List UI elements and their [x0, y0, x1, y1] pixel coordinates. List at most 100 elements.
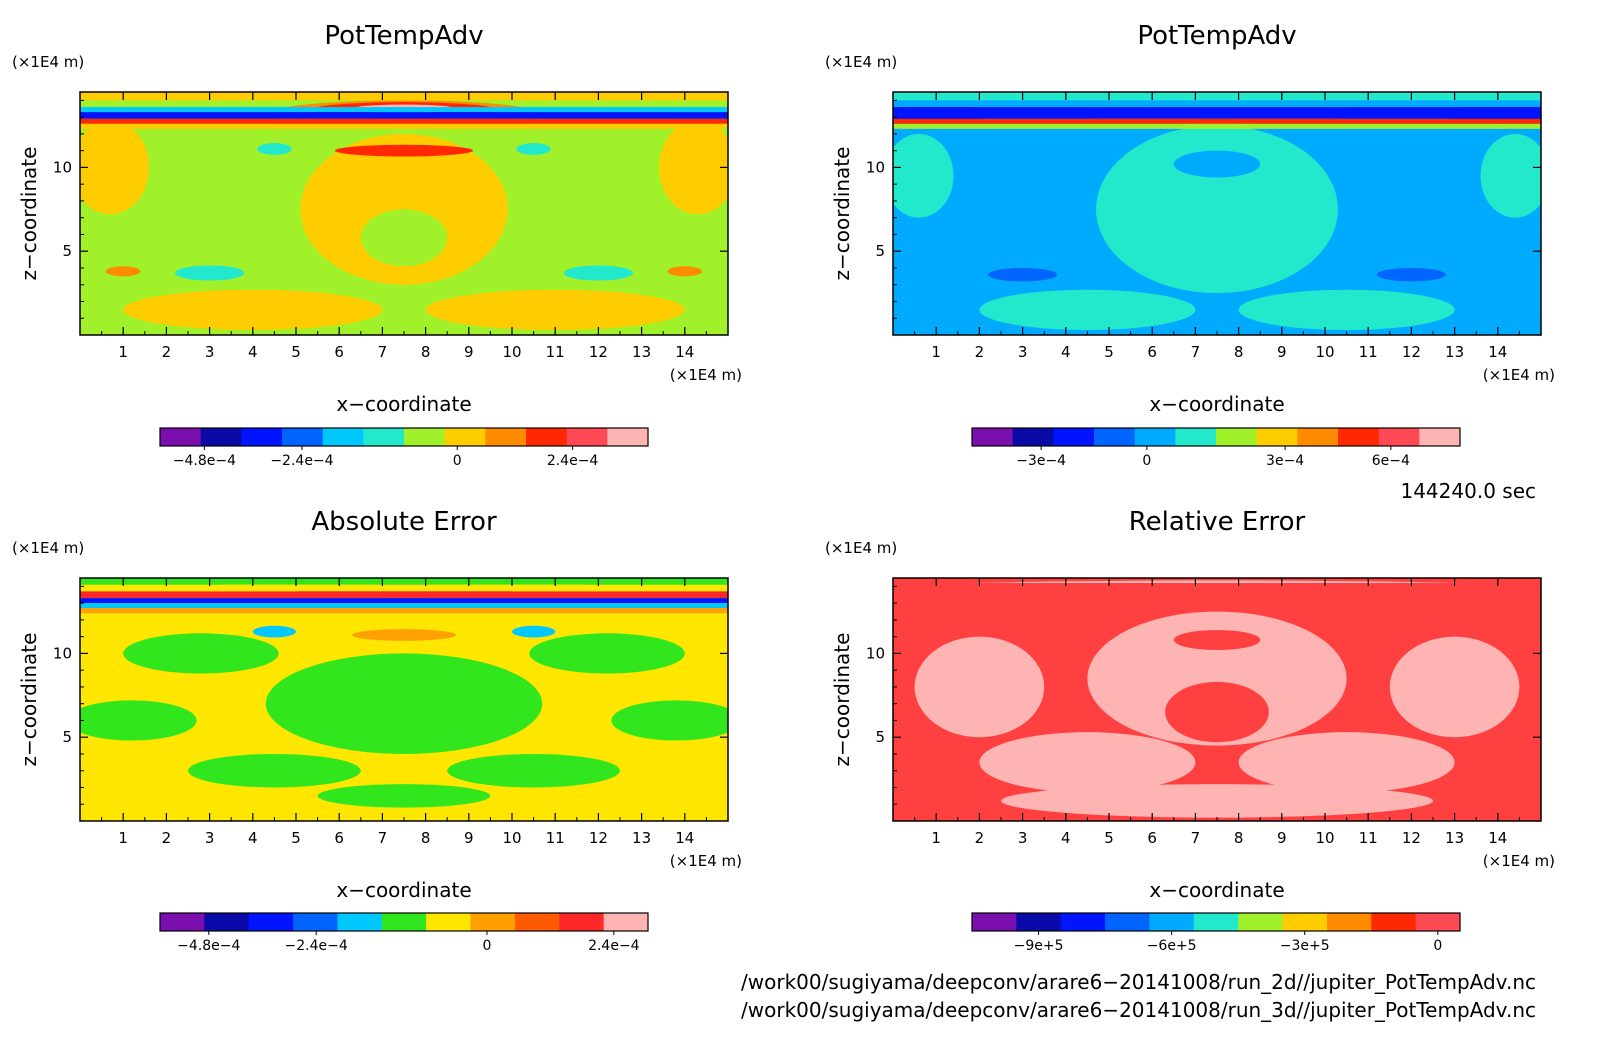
colorbar-swatch — [1238, 913, 1284, 931]
colorbar-label: 0 — [1142, 453, 1151, 469]
colorbar-swatch — [1415, 913, 1461, 931]
x-tick-label: 6 — [334, 829, 344, 847]
x-tick-label: 6 — [1147, 343, 1157, 361]
colorbar-label: −2.4e−4 — [285, 938, 348, 954]
x-tick-label: 10 — [1315, 829, 1334, 847]
contour-region — [979, 289, 1196, 330]
colorbar-swatch — [1216, 428, 1258, 446]
contour-band — [893, 92, 1541, 101]
colorbar-swatch — [1338, 428, 1380, 446]
colorbar-swatch — [1175, 428, 1217, 446]
colorbar-label: 2.4e−4 — [547, 453, 599, 469]
colorbar-swatch — [241, 428, 283, 446]
x-axis-label: x−coordinate — [336, 878, 471, 902]
x-tick-label: 10 — [502, 343, 521, 361]
colorbar: −4.8e−4 −2.4e−4 0 2.4e−4 — [159, 427, 649, 469]
contour-region — [257, 143, 292, 155]
time-label: 144240.0 sec — [1400, 479, 1536, 503]
colorbar: −3e−4 0 3e−4 6e−4 — [971, 427, 1461, 469]
contour-region — [123, 289, 383, 330]
colorbar-swatch — [1094, 428, 1136, 446]
colorbar-swatch — [1149, 913, 1195, 931]
contour-band — [80, 608, 728, 614]
contour-region — [175, 265, 245, 281]
colorbar-swatch — [972, 913, 1017, 931]
y-axis-label: z−coordinate — [17, 147, 41, 281]
x-tick-label: 7 — [1191, 343, 1201, 361]
colorbar-swatch — [1193, 913, 1239, 931]
contour-region — [80, 120, 150, 215]
y-tick-label: 10 — [866, 644, 885, 662]
x-tick-label: 10 — [1315, 343, 1334, 361]
contour-region — [563, 265, 633, 281]
contour-band — [893, 583, 1541, 600]
y-axis-label: z−coordinate — [17, 633, 41, 767]
contour-region — [988, 267, 1058, 282]
colorbar-swatch — [204, 913, 250, 931]
contour-band — [80, 578, 728, 585]
contour-band — [80, 591, 728, 599]
colorbar-label: 3e−4 — [1266, 453, 1304, 469]
colorbar-swatch — [485, 428, 527, 446]
colorbar-swatch — [1282, 913, 1328, 931]
chart-title: PotTempAdv — [324, 21, 483, 51]
contour-region — [123, 633, 279, 674]
x-tick-label: 7 — [1191, 829, 1201, 847]
colorbar-swatch — [248, 913, 294, 931]
colorbar-swatch — [1134, 428, 1176, 446]
colorbar-swatch — [1378, 428, 1420, 446]
contour-region — [1238, 289, 1455, 330]
colorbar-swatch — [559, 913, 605, 931]
contour-field — [893, 578, 1541, 821]
x-tick-label: 9 — [464, 343, 474, 361]
colorbar-swatch — [426, 913, 472, 931]
colorbar: −9e+5 −6e+5 −3e+5 0 — [971, 912, 1461, 954]
x-tick-label: 4 — [248, 343, 258, 361]
colorbar-swatch — [972, 428, 1014, 446]
contour-region — [529, 633, 685, 674]
contour-region — [1173, 150, 1261, 178]
x-tick-label: 1 — [931, 343, 941, 361]
x-tick-label: 5 — [291, 343, 301, 361]
colorbar-swatch — [1012, 428, 1054, 446]
x-tick-label: 12 — [589, 829, 608, 847]
contour-band — [893, 123, 1541, 129]
colorbar-swatch — [363, 428, 405, 446]
colorbar-swatch — [404, 428, 446, 446]
x-tick-label: 3 — [205, 343, 215, 361]
x-tick-label: 4 — [248, 829, 258, 847]
panel-0: PotTempAdv(×1E4 m)1 2 3 4 5 6 7 8 9 10 11 12 13 14510… — [12, 21, 742, 469]
x-tick-label: 8 — [1234, 343, 1244, 361]
contour-region — [265, 653, 543, 754]
contour-region — [1173, 629, 1261, 651]
contour-band — [80, 107, 728, 113]
y-tick-label: 10 — [53, 644, 72, 662]
contour-region — [1480, 133, 1541, 218]
contour-band — [80, 603, 728, 609]
contour-band — [893, 107, 1541, 119]
x-tick-label: 1 — [118, 829, 128, 847]
x-tick-label: 2 — [975, 829, 985, 847]
x-tick-label: 12 — [1402, 829, 1421, 847]
contour-region — [511, 625, 556, 638]
contour-band — [80, 112, 728, 119]
y-tick-label: 5 — [875, 242, 885, 260]
y-tick-label: 10 — [53, 158, 72, 176]
x-tick-label: 3 — [1018, 343, 1028, 361]
colorbar-swatch — [200, 428, 242, 446]
x-tick-label: 12 — [589, 343, 608, 361]
contour-region — [611, 700, 728, 741]
contour-band — [893, 118, 1541, 124]
x-tick-label: 6 — [334, 343, 344, 361]
colorbar-swatch — [1371, 913, 1417, 931]
x-tick-label: 4 — [1061, 829, 1071, 847]
colorbar-frame — [159, 912, 649, 932]
contour-region — [1165, 681, 1269, 743]
x-tick-label: 14 — [1488, 343, 1507, 361]
x-tick-label: 12 — [1402, 343, 1421, 361]
colorbar-swatch — [337, 913, 383, 931]
colorbar-swatch — [1053, 428, 1095, 446]
y-axis-label: z−coordinate — [830, 633, 854, 767]
colorbar-swatch — [1016, 913, 1062, 931]
y-unit-label: (×1E4 m) — [825, 53, 897, 71]
